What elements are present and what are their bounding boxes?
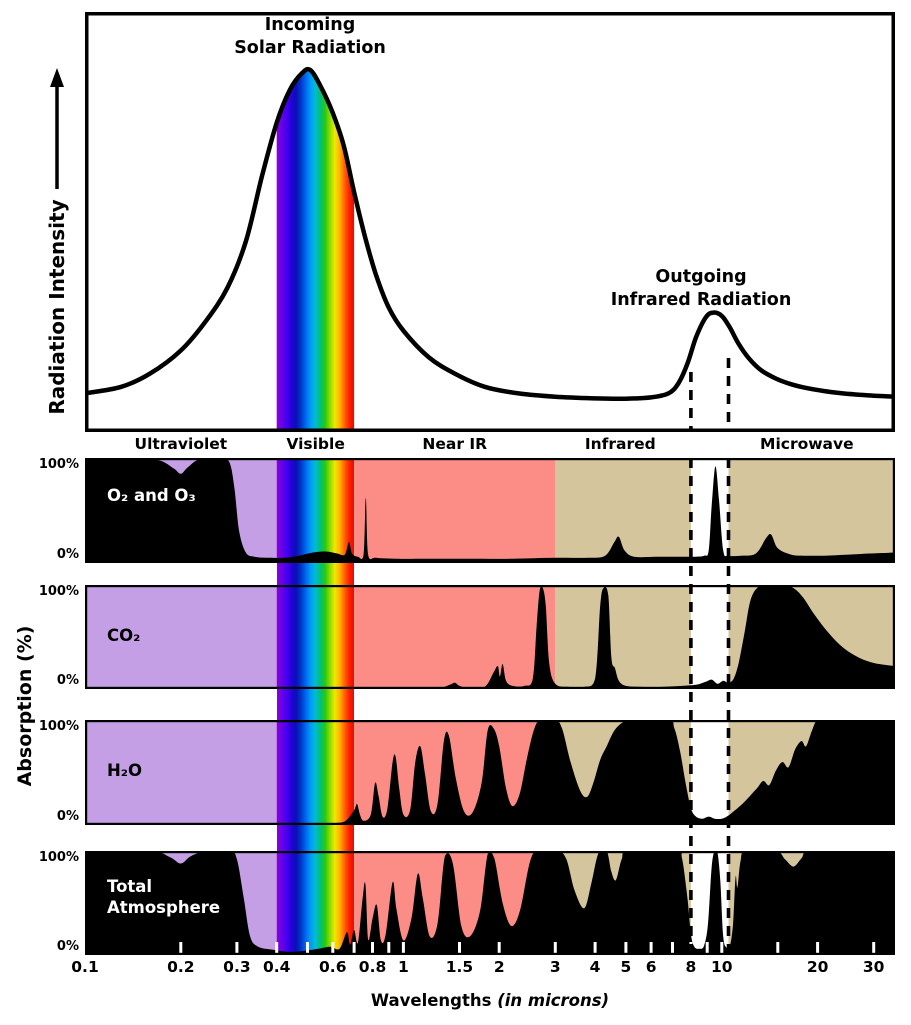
x-tick-label: 2 [493, 958, 505, 976]
radiation-intensity-chart [85, 12, 895, 432]
absorption-plot [85, 851, 895, 955]
x-tick-label: 5 [620, 958, 632, 976]
panel-0pct-label: 0% [56, 939, 79, 954]
panel-100pct-label: 100% [38, 457, 79, 472]
incoming-solar-annotation: Incoming Solar Radiation [234, 15, 386, 59]
panel-100pct-label: 100% [38, 719, 79, 734]
outgoing-ir-annotation: Outgoing Infrared Radiation [610, 267, 792, 311]
absorption-panel-co2 [85, 585, 895, 689]
band-label-visible: Visible [286, 435, 345, 453]
absorption-panel-o2-o3 [85, 458, 895, 563]
band-label-ultraviolet: Ultraviolet [134, 435, 228, 453]
absorption-panel-h2o [85, 720, 895, 825]
panel-0pct-label: 0% [56, 809, 79, 824]
up-arrow-icon [50, 68, 64, 190]
x-tick-label: 0.1 [71, 958, 99, 976]
panel-species-label: CO₂ [107, 625, 141, 645]
x-tick-label: 0.8 [358, 958, 387, 976]
x-tick-label: 30 [862, 958, 885, 976]
x-tick-label: 20 [806, 958, 829, 976]
x-tick-label: 0.3 [223, 958, 251, 976]
panel-0pct-label: 0% [56, 673, 79, 688]
band-label-infrared: Infrared [584, 435, 656, 453]
panel-100pct-label: 100% [38, 850, 79, 865]
x-tick-label: 8 [685, 958, 697, 976]
radiation-intensity-axis-text: Radiation Intensity [45, 199, 69, 415]
panel-0pct-label: 0% [56, 547, 79, 562]
x-tick-label: 10 [710, 958, 733, 976]
x-tick-label: 6 [645, 958, 657, 976]
absorption-axis-text: Absorption (%) [14, 625, 36, 787]
x-axis-title: Wavelengths (in microns) [370, 991, 610, 1010]
radiation-intensity-axis-label: Radiation Intensity [36, 66, 78, 416]
radiation-intensity-plot [85, 12, 895, 432]
x-tick-label: 1 [397, 958, 409, 976]
x-tick-label: 0.4 [262, 958, 291, 976]
absorption-plot [85, 720, 895, 825]
band-label-microwave: Microwave [760, 435, 854, 453]
panel-species-label: Total Atmosphere [107, 876, 221, 918]
panel-100pct-label: 100% [38, 584, 79, 599]
absorption-panel-total-atmosphere [85, 851, 895, 955]
absorption-plot [85, 585, 895, 689]
x-tick-label: 1.5 [445, 958, 474, 976]
x-tick-label: 0.6 [319, 958, 347, 976]
x-tick-label: 0.2 [167, 958, 195, 976]
absorption-plot [85, 458, 895, 563]
x-tick-label: 4 [589, 958, 601, 976]
panel-species-label: O₂ and O₃ [107, 486, 196, 506]
panel-species-label: H₂O [107, 760, 143, 780]
x-tick-label: 3 [549, 958, 561, 976]
band-label-near-ir: Near IR [422, 435, 488, 453]
absorption-axis-label: Absorption (%) [10, 561, 40, 851]
